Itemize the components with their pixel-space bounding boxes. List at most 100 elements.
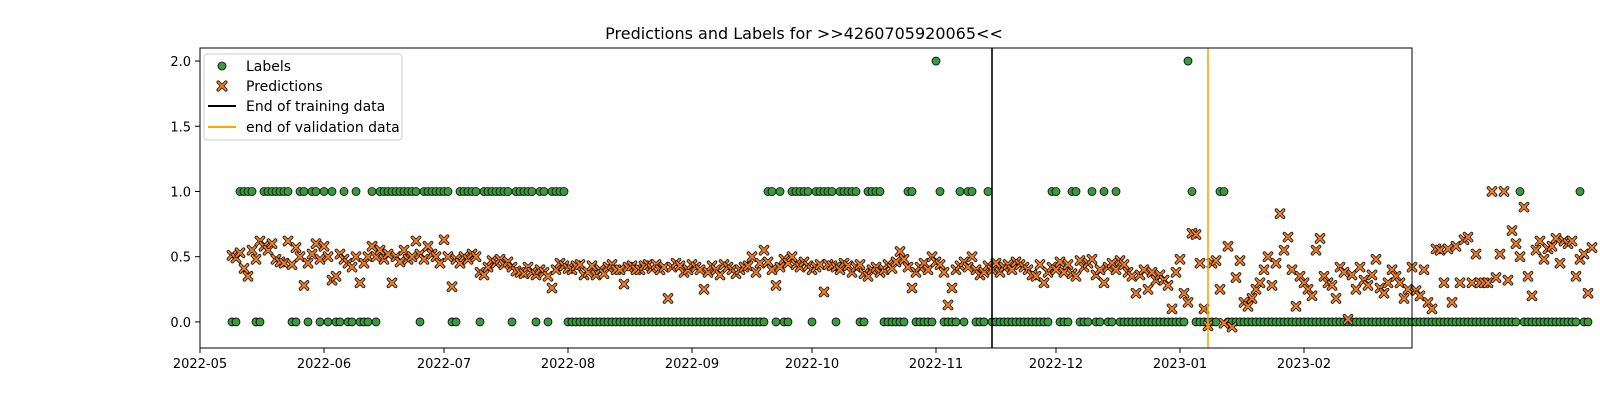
- prediction-point: [410, 235, 422, 247]
- prediction-point: [398, 244, 410, 256]
- y-tick-label: 0.5: [170, 251, 191, 266]
- prediction-fill: [1039, 278, 1049, 288]
- prediction-fill: [1063, 259, 1073, 270]
- prediction-point: [814, 259, 826, 270]
- prediction-fill: [1371, 254, 1381, 264]
- prediction-fill: [1439, 278, 1449, 288]
- label-point: [231, 317, 241, 327]
- prediction-fill: [1303, 284, 1313, 294]
- prediction-point: [1438, 277, 1450, 289]
- prediction-fill: [1299, 278, 1309, 288]
- prediction-fill: [1503, 275, 1513, 285]
- label-point: [831, 317, 841, 327]
- label-point: [1063, 317, 1073, 327]
- prediction-fill: [367, 241, 377, 251]
- label-point: [1071, 187, 1081, 196]
- label-point: [303, 317, 313, 327]
- prediction-point: [1326, 280, 1338, 291]
- x-tick-label: 2022-10: [785, 357, 839, 372]
- prediction-fill: [923, 265, 933, 275]
- prediction-fill: [1139, 265, 1149, 275]
- label-point: [539, 187, 549, 196]
- prediction-point: [454, 257, 466, 269]
- prediction-point: [758, 244, 770, 256]
- prediction-fill: [1283, 232, 1293, 242]
- prediction-point: [434, 257, 446, 269]
- prediction-point: [234, 247, 246, 259]
- prediction-point: [242, 270, 254, 282]
- prediction-fill: [1271, 258, 1281, 268]
- prediction-fill: [1287, 265, 1297, 275]
- prediction-point: [310, 238, 322, 249]
- prediction-fill: [1331, 293, 1341, 304]
- prediction-point: [1378, 287, 1390, 299]
- prediction-point: [1294, 270, 1306, 282]
- prediction-fill: [279, 258, 289, 268]
- label-point: [299, 187, 309, 196]
- prediction-fill: [1275, 209, 1285, 219]
- prediction-fill: [423, 241, 433, 251]
- prediction-point: [422, 240, 434, 252]
- prediction-point: [482, 261, 494, 273]
- x-axis: 2022-05 2022-06 2022-07 2022-08 2022-09 2022-…: [173, 348, 1331, 372]
- prediction-fill: [1307, 291, 1317, 301]
- label-point: [1043, 317, 1053, 327]
- prediction-fill: [359, 258, 369, 268]
- prediction-point: [394, 256, 406, 268]
- prediction-point: [1178, 287, 1190, 299]
- prediction-fill: [771, 280, 781, 290]
- prediction-point: [614, 264, 626, 276]
- x-tick-label: 2022-08: [541, 357, 595, 372]
- prediction-point: [1094, 264, 1106, 276]
- prediction-fill: [1179, 288, 1189, 298]
- prediction-point: [1450, 240, 1462, 252]
- prediction-fill: [1095, 265, 1105, 275]
- prediction-fill: [419, 254, 429, 264]
- prediction-point: [1258, 264, 1270, 276]
- prediction-point: [430, 251, 442, 262]
- prediction-fill: [1175, 254, 1185, 264]
- prediction-fill: [663, 293, 673, 304]
- prediction-fill: [455, 258, 465, 268]
- prediction-point: [1486, 186, 1498, 197]
- prediction-point: [1290, 300, 1302, 312]
- label-point: [1583, 317, 1593, 327]
- prediction-point: [978, 267, 990, 278]
- prediction-fill: [1491, 272, 1501, 283]
- label-point: [935, 187, 945, 196]
- legend-predictions-marker-fill: [217, 81, 227, 91]
- prediction-point: [302, 257, 314, 269]
- legend: Labels Predictions End of training data …: [203, 53, 403, 141]
- prediction-point: [1530, 244, 1542, 256]
- prediction-fill: [1215, 284, 1225, 294]
- prediction-fill: [703, 267, 713, 277]
- label-point: [471, 187, 481, 196]
- label-point: [335, 317, 345, 327]
- prediction-point: [762, 256, 774, 268]
- prediction-fill: [1471, 249, 1481, 259]
- prediction-fill: [395, 257, 405, 267]
- prediction-point: [250, 254, 262, 265]
- prediction-point: [1030, 270, 1042, 282]
- prediction-point: [1426, 303, 1438, 315]
- label-point: [767, 187, 777, 196]
- prediction-point: [574, 259, 586, 270]
- prediction-point: [1522, 270, 1534, 282]
- prediction-fill: [907, 283, 917, 293]
- prediction-fill: [291, 242, 301, 253]
- label-point: [955, 187, 965, 196]
- prediction-fill: [819, 287, 829, 297]
- prediction-point: [1414, 290, 1426, 302]
- prediction-fill: [243, 271, 253, 281]
- legend-box: [203, 53, 403, 141]
- prediction-point: [1470, 248, 1482, 260]
- prediction-fill: [1327, 280, 1337, 290]
- prediction-fill: [1487, 186, 1497, 197]
- chart-title: Predictions and Labels for >>42607059200…: [605, 24, 1003, 43]
- prediction-point: [1270, 257, 1282, 269]
- label-point: [291, 317, 301, 327]
- prediction-fill: [1539, 254, 1549, 264]
- label-point: [311, 187, 321, 196]
- label-point: [255, 317, 265, 327]
- label-point: [1111, 187, 1121, 196]
